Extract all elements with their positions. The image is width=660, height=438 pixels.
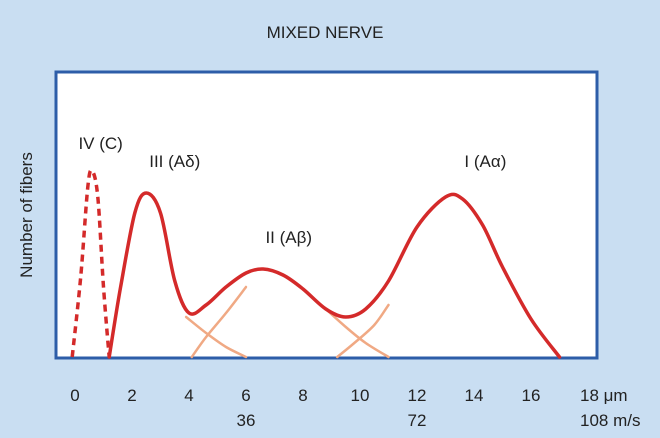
peak-label-ii-a: II (Aβ) <box>265 228 312 247</box>
peak-label-iv-c: IV (C) <box>78 134 122 153</box>
x-tick-label: 18 μm <box>580 386 628 405</box>
y-axis-label: Number of fibers <box>17 152 36 278</box>
peak-label-iii-a: III (Aδ) <box>149 152 200 171</box>
x-tick-label: 6 <box>241 386 250 405</box>
x-tick-label: 10 <box>351 386 370 405</box>
curve-iii-a-tail <box>184 315 248 359</box>
x-tick-label: 0 <box>70 386 79 405</box>
curve-iii-a <box>107 191 562 359</box>
peak-labels-layer: IV (C) III (Aδ) II (Aβ) I (Aα) <box>78 134 506 247</box>
plot-area <box>54 70 599 360</box>
x-tick-label: 4 <box>184 386 193 405</box>
x-tick-label: 12 <box>408 386 427 405</box>
curve-i-a <box>335 303 390 359</box>
curves-layer <box>70 168 562 359</box>
x-tick-label: 14 <box>465 386 484 405</box>
x-tick-secondary-label: 36 <box>237 411 256 430</box>
curve-ii-a-tail <box>324 307 390 359</box>
x-tick-secondary-label: 72 <box>408 411 427 430</box>
x-tick-label: 2 <box>127 386 136 405</box>
curve-iv-c <box>70 168 111 358</box>
peak-label-i-a: I (Aα) <box>464 152 506 171</box>
x-tick-secondary-label: 108 m/s <box>580 411 640 430</box>
x-tick-label: 8 <box>298 386 307 405</box>
curve-ii-a <box>190 285 248 359</box>
x-ticks-layer: 0 2 4 6 8 10 12 14 16 18 μm <box>70 386 627 405</box>
x-tick-label: 16 <box>522 386 541 405</box>
chart-title: MIXED NERVE <box>267 23 384 42</box>
x-ticks-secondary-layer: 36 72 108 m/s <box>237 411 641 430</box>
